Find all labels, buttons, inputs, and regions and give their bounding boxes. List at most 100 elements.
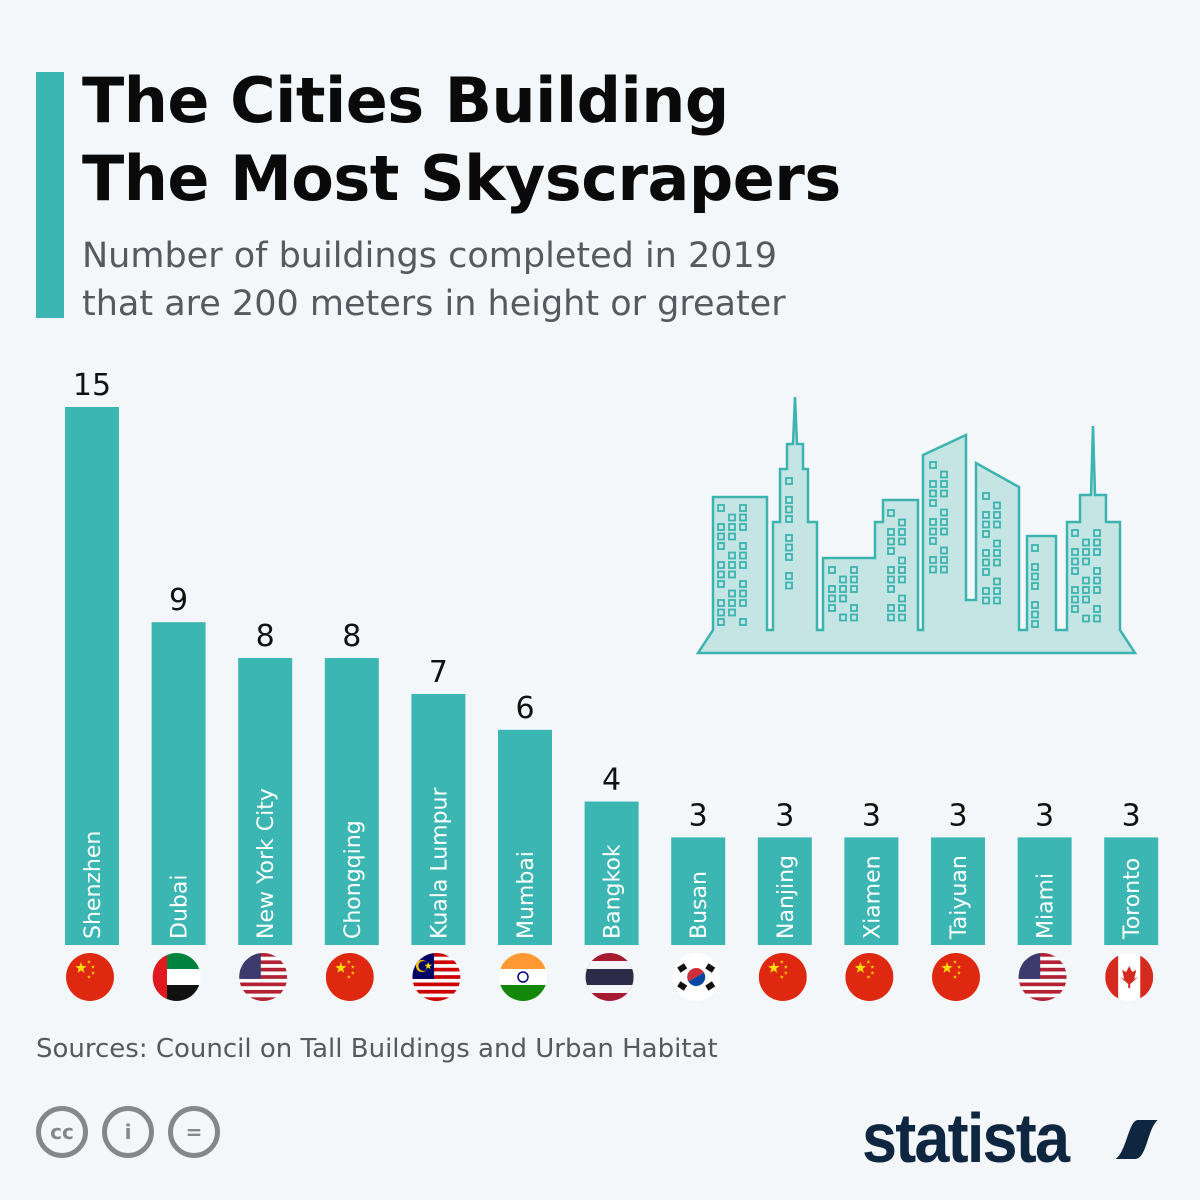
value-label: 15 <box>73 368 111 403</box>
license-icons: cc i = <box>36 1106 220 1158</box>
window-icon <box>728 608 736 617</box>
title-accent-bar <box>36 72 64 318</box>
window-icon <box>982 530 990 538</box>
bar-miami <box>1017 837 1072 945</box>
bar-busan <box>671 837 726 945</box>
bar-bangkok <box>584 801 639 945</box>
no-derivatives-icon[interactable]: = <box>168 1106 220 1158</box>
window-icon <box>739 513 747 522</box>
window-icon <box>887 585 895 593</box>
window-icon <box>993 596 1001 605</box>
value-label: 9 <box>169 583 188 618</box>
bar-new-york-city <box>238 658 293 945</box>
window-icon <box>940 565 948 574</box>
category-label: Shenzhen <box>81 831 106 939</box>
attribution-icon[interactable]: i <box>102 1106 154 1158</box>
category-label: Busan <box>687 871 712 939</box>
window-icon <box>1031 582 1039 590</box>
window-icon <box>887 537 895 546</box>
window-icon <box>785 496 793 504</box>
value-label: 4 <box>602 763 621 798</box>
usa-flag-icon <box>1018 953 1067 1001</box>
bar-nanjing <box>757 837 812 945</box>
window-icon <box>993 577 1001 586</box>
window-icon <box>739 523 747 531</box>
window-icon <box>785 553 793 561</box>
window-icon <box>993 511 1001 519</box>
window-icon <box>940 518 948 526</box>
window-icon <box>982 511 990 519</box>
china-flag-icon <box>325 953 374 1001</box>
window-icon <box>1071 548 1079 556</box>
window-icon <box>785 572 793 580</box>
chart-title: The Cities Building The Most Skyscrapers <box>82 62 841 218</box>
window-icon <box>739 589 747 598</box>
category-label: Xiamen <box>860 855 885 939</box>
window-icon <box>993 501 1001 510</box>
title-line-2: The Most Skyscrapers <box>82 142 841 215</box>
window-icon <box>785 543 793 552</box>
chart-subtitle: Number of buildings completed in 2019 tha… <box>82 232 786 328</box>
window-icon <box>1093 538 1101 547</box>
window-icon <box>1082 576 1090 585</box>
bar-dubai <box>151 622 206 945</box>
window-icon <box>1093 548 1101 556</box>
subtitle-line-1: Number of buildings completed in 2019 <box>82 236 778 276</box>
bar-chongqing <box>324 658 379 945</box>
category-label: Taiyuan <box>947 855 972 940</box>
window-icon <box>940 508 948 517</box>
window-icon <box>982 558 990 567</box>
window-icon <box>785 477 793 485</box>
window-icon <box>1093 567 1101 575</box>
window-icon <box>785 534 793 542</box>
usa-flag-icon <box>239 953 288 1001</box>
statista-logo[interactable]: statista <box>862 1098 1166 1178</box>
window-icon <box>739 618 747 626</box>
value-label: 3 <box>1122 798 1141 833</box>
window-icon <box>898 537 906 546</box>
bar-xiamen <box>844 837 899 945</box>
category-label: Dubai <box>168 875 193 939</box>
window-icon <box>728 523 736 531</box>
window-icon <box>1031 601 1039 609</box>
window-icon <box>887 509 895 517</box>
window-icon <box>1093 614 1101 623</box>
window-icon <box>717 608 725 617</box>
statista-logo-icon <box>1107 1109 1166 1167</box>
value-label: 8 <box>256 619 275 654</box>
window-icon <box>1093 605 1101 613</box>
bar-mumbai <box>498 729 552 945</box>
uae-flag-icon <box>152 953 201 1001</box>
category-label: Chongqing <box>341 820 366 939</box>
window-icon <box>850 566 858 574</box>
window-icon <box>993 520 1001 529</box>
china-flag-icon <box>66 953 114 1001</box>
window-icon <box>887 566 895 574</box>
thailand-flag-icon <box>585 953 634 1001</box>
window-icon <box>929 499 937 507</box>
window-icon <box>1071 557 1079 566</box>
window-icon <box>929 565 937 574</box>
value-label: 3 <box>689 798 708 833</box>
window-icon <box>717 580 725 588</box>
window-icon <box>728 513 736 522</box>
window-icon <box>940 489 948 498</box>
window-icon <box>785 505 793 514</box>
category-label: New York City <box>254 788 279 939</box>
window-icon <box>739 561 747 569</box>
window-icon <box>717 570 725 579</box>
value-label: 8 <box>342 619 361 654</box>
value-label: 3 <box>775 798 794 833</box>
window-icon <box>940 470 948 479</box>
category-label: Bangkok <box>601 844 626 939</box>
window-icon <box>717 532 725 541</box>
window-icon <box>929 489 937 498</box>
cc-icon[interactable]: cc <box>36 1106 88 1158</box>
window-icon <box>839 585 847 593</box>
window-icon <box>898 518 906 527</box>
window-icon <box>839 575 847 584</box>
window-icon <box>929 527 937 536</box>
window-icon <box>993 549 1001 557</box>
window-icon <box>785 581 793 590</box>
bar-toronto <box>1104 837 1159 945</box>
